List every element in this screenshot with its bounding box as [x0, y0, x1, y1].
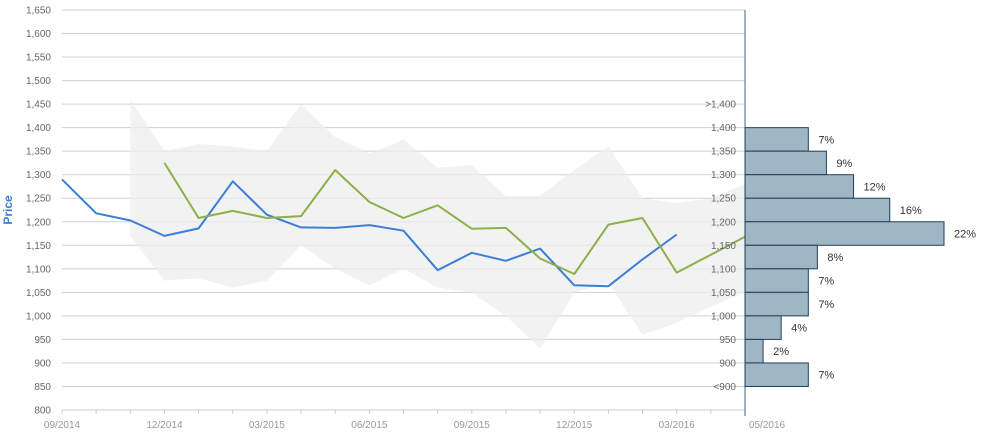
y-tick-label: 900: [34, 358, 51, 369]
histogram-percent-label: 7%: [818, 299, 834, 311]
histogram-bar: [744, 338, 764, 364]
y-tick-label: 1,400: [26, 123, 51, 134]
histogram-bin-label: 900: [719, 358, 736, 369]
histogram-bin-label: 1,050: [711, 288, 736, 299]
histogram-bin-label: 1,100: [711, 264, 736, 275]
x-tick-label: 05/2016: [749, 420, 786, 431]
histogram-bin-label: 1,250: [711, 194, 736, 205]
histogram-bin-label: 950: [719, 335, 736, 346]
histogram-bin-label: 1,200: [711, 217, 736, 228]
histogram-percent-label: 9%: [836, 158, 852, 170]
x-tick-label: 06/2015: [351, 420, 388, 431]
histogram-bar: [744, 362, 809, 387]
y-tick-label: 1,100: [26, 264, 51, 275]
histogram-percent-label: 22%: [954, 229, 976, 241]
series-lines: [61, 162, 746, 288]
y-tick-label: 1,500: [26, 76, 51, 87]
y-tick-label: 1,250: [26, 194, 51, 205]
histogram-bar: [744, 197, 891, 223]
histogram-percent-label: 2%: [773, 346, 789, 358]
y-tick-label: 800: [34, 406, 51, 417]
histogram-bin-label: <900: [713, 382, 736, 393]
axes: 800 850 900 950 1,000 1,050 1,100 1,150 1,200 1,2…: [26, 6, 786, 432]
histogram-percent-label: 7%: [818, 276, 834, 288]
histogram-bin-label: 1,000: [711, 311, 736, 322]
histogram-bin-label: 1,150: [711, 241, 736, 252]
histogram-percent-label: 7%: [818, 134, 834, 146]
histogram-bar: [744, 221, 945, 246]
range-band-area: [130, 99, 746, 349]
y-axis-label: Price: [1, 195, 15, 225]
histogram-bar: [744, 244, 818, 270]
histogram-bin-label: 1,300: [711, 170, 736, 181]
y-tick-label: 950: [34, 335, 51, 346]
price-range-band: [130, 99, 746, 349]
x-tick-label: 09/2015: [454, 420, 491, 431]
histogram-bar: [744, 150, 827, 176]
y-tick-label: 1,050: [26, 288, 51, 299]
x-tick-label: 12/2014: [146, 420, 183, 431]
histogram-percent-label: 16%: [900, 205, 922, 217]
histogram: 7%9%12%16%22%8%7%7%4%2%7%>1,4001,4001,35…: [705, 100, 976, 393]
histogram-bin-label: 1,350: [711, 147, 736, 158]
y-tick-label: 850: [34, 382, 51, 393]
y-tick-label: 1,550: [26, 53, 51, 64]
y-tick-label: 1,300: [26, 170, 51, 181]
histogram-percent-label: 12%: [864, 181, 886, 193]
y-tick-label: 1,150: [26, 241, 51, 252]
y-tick-label: 1,450: [26, 100, 51, 111]
y-tick-label: 1,200: [26, 217, 51, 228]
histogram-percent-label: 4%: [791, 323, 807, 335]
histogram-bin-label: 1,400: [711, 123, 736, 134]
histogram-bar: [744, 291, 809, 317]
histogram-percent-label: 8%: [827, 252, 843, 264]
histogram-percent-label: 7%: [818, 370, 834, 382]
y-tick-label: 1,650: [26, 6, 51, 17]
y-tick-label: 1,600: [26, 29, 51, 40]
histogram-bar: [744, 127, 809, 152]
x-tick-label: 03/2016: [659, 420, 696, 431]
histogram-bar: [744, 315, 782, 340]
series-line-green: [163, 162, 746, 275]
histogram-bin-label: >1,400: [705, 100, 736, 111]
histogram-bar: [744, 174, 855, 199]
y-tick-label: 1,000: [26, 311, 51, 322]
x-tick-label: 03/2015: [249, 420, 286, 431]
histogram-bar: [744, 268, 809, 293]
series-line-blue: [61, 178, 678, 288]
x-tick-label: 09/2014: [44, 420, 81, 431]
y-tick-label: 1,350: [26, 147, 51, 158]
x-tick-label: 12/2015: [556, 420, 593, 431]
